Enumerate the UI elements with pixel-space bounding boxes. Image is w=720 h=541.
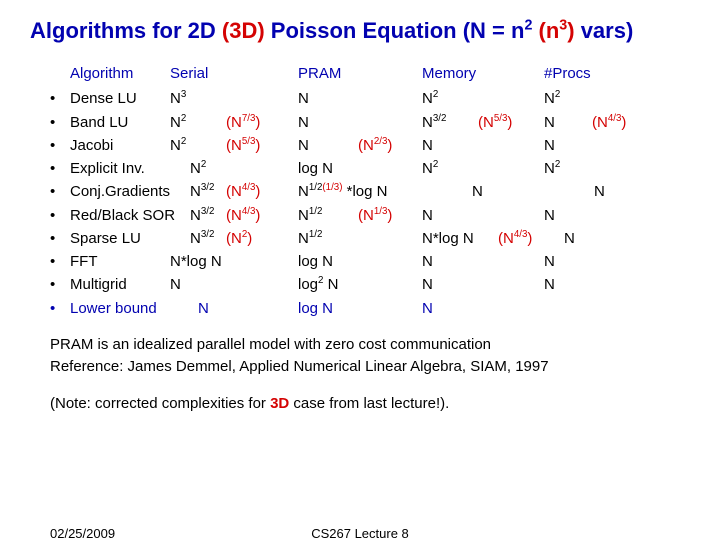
memory-3d: (N4/3)	[498, 227, 564, 250]
procs-3d: (N4/3)	[592, 111, 652, 134]
serial-val: N3/2	[190, 180, 226, 203]
bullet-icon: •	[50, 157, 70, 180]
procs-val: N	[544, 273, 592, 296]
bullet-icon: •	[50, 297, 70, 320]
table-row: •Red/Black SORN3/2(N4/3)N1/2(N1/3)NN	[50, 204, 690, 227]
memory-val: N2	[422, 87, 478, 110]
procs-val: N	[544, 111, 592, 134]
bullet-icon: •	[50, 273, 70, 296]
footer-course: CS267 Lecture 8	[0, 526, 720, 541]
table-header: AlgorithmSerialPRAMMemory#Procs	[50, 62, 690, 85]
table-row: •JacobiN2(N5/3)N(N2/3)NN	[50, 134, 690, 157]
lower-alg: Lower bound	[70, 297, 198, 320]
slide-title: Algorithms for 2D (3D) Poisson Equation …	[30, 18, 690, 44]
procs-val: N2	[544, 157, 592, 180]
lower-pram: log N	[298, 297, 422, 320]
serial-3d: (N2)	[226, 227, 298, 250]
lower-serial: N	[198, 297, 298, 320]
alg-name: Explicit Inv.	[70, 157, 190, 180]
serial-val: N	[170, 273, 226, 296]
pram-val: N	[298, 87, 358, 110]
content-area: AlgorithmSerialPRAMMemory#Procs •Dense L…	[30, 62, 690, 415]
bullet-icon: •	[50, 227, 70, 250]
pram-val: N	[298, 134, 358, 157]
hdr-memory: Memory	[422, 62, 544, 85]
hdr-serial: Serial	[170, 62, 298, 85]
memory-val: N	[422, 134, 478, 157]
memory-val: N3/2	[422, 111, 478, 134]
bullet-icon: •	[50, 250, 70, 273]
procs-val: N	[594, 180, 642, 203]
serial-val: N2	[190, 157, 226, 180]
procs-val: N	[564, 227, 612, 250]
title-paren-open: (	[532, 18, 545, 43]
bullet-icon: •	[50, 87, 70, 110]
bullet-icon: •	[50, 111, 70, 134]
title-prefix: Algorithms for 2D	[30, 18, 222, 43]
serial-3d: (N4/3)	[226, 204, 298, 227]
bullet-icon: •	[50, 204, 70, 227]
alg-name: Jacobi	[70, 134, 170, 157]
pram-3d: (N1/3)	[358, 204, 422, 227]
bullet-icon: •	[50, 134, 70, 157]
alg-name: FFT	[70, 250, 170, 273]
memory-val: N	[422, 204, 478, 227]
bullet-icon: •	[50, 180, 70, 203]
hdr-pram: PRAM	[298, 62, 422, 85]
memory-val: N*log N	[422, 227, 498, 250]
hdr-algorithm: Algorithm	[70, 62, 170, 85]
serial-val: N3/2	[190, 204, 226, 227]
serial-3d: (N7/3)	[226, 111, 298, 134]
procs-val: N2	[544, 87, 592, 110]
alg-name: Sparse LU	[70, 227, 190, 250]
table-row: •Sparse LUN3/2(N2)N1/2 N*log N(N4/3)N	[50, 227, 690, 250]
serial-val: N2	[170, 134, 226, 157]
serial-val: N*log N	[170, 250, 226, 273]
alg-name: Conj.Gradients	[70, 180, 190, 203]
procs-val: N	[544, 250, 592, 273]
table-row: •Band LUN2(N7/3)NN3/2(N5/3)N(N4/3)	[50, 111, 690, 134]
serial-3d: (N4/3)	[226, 180, 298, 203]
note-correction: (Note: corrected complexities for 3D cas…	[50, 393, 690, 416]
memory-val: N	[422, 250, 478, 273]
procs-val: N	[544, 134, 592, 157]
table-row: •FFTN*log N log N N N	[50, 250, 690, 273]
alg-name: Dense LU	[70, 87, 170, 110]
pram-val: log2 N	[298, 273, 358, 296]
memory-3d: (N5/3)	[478, 111, 544, 134]
title-paren-close: )	[567, 18, 574, 43]
memory-val: N	[422, 273, 478, 296]
lower-memory: N	[422, 297, 433, 320]
alg-name: Red/Black SOR	[70, 204, 190, 227]
pram-val: log N	[298, 157, 358, 180]
title-suffix: vars)	[575, 18, 634, 43]
table-row: •Explicit Inv.N2log NN2N2	[50, 157, 690, 180]
serial-val: N3	[170, 87, 226, 110]
pram-val: N1/2(1/3) *log N	[298, 180, 408, 203]
note-pram: PRAM is an idealized parallel model with…	[50, 334, 690, 357]
pram-val: N	[298, 111, 358, 134]
note-ref: Reference: James Demmel, Applied Numeric…	[50, 356, 690, 379]
alg-name: Multigrid	[70, 273, 170, 296]
serial-val: N2	[170, 111, 226, 134]
pram-val: N1/2	[298, 227, 358, 250]
title-3d: (3D)	[222, 18, 265, 43]
pram-val: N1/2	[298, 204, 358, 227]
table-row: •Dense LUN3 N N2 N2	[50, 87, 690, 110]
alg-name: Band LU	[70, 111, 170, 134]
lower-bound-row: •Lower boundNlog NN	[50, 297, 690, 320]
serial-val: N3/2	[190, 227, 226, 250]
title-mid: Poisson Equation (N = n	[265, 18, 525, 43]
table-row: •Conj.GradientsN3/2(N4/3)N1/2(1/3) *log …	[50, 180, 690, 203]
serial-3d: (N5/3)	[226, 134, 298, 157]
procs-val: N	[544, 204, 592, 227]
title-n3-n: n	[546, 18, 559, 43]
memory-val: N2	[422, 157, 478, 180]
pram-3d: (N2/3)	[358, 134, 422, 157]
table-row: •MultigridNlog2 NNN	[50, 273, 690, 296]
notes: PRAM is an idealized parallel model with…	[50, 334, 690, 416]
memory-val: N	[472, 180, 528, 203]
hdr-procs: #Procs	[544, 62, 591, 85]
pram-val: log N	[298, 250, 358, 273]
